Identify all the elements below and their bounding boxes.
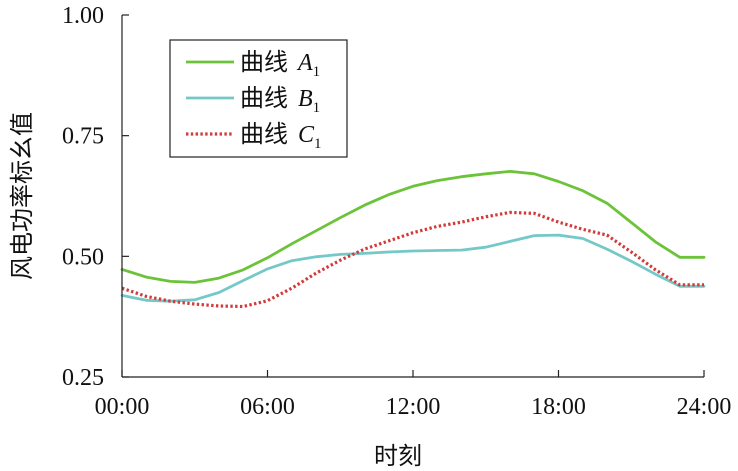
y-tick-label: 0.50 (62, 244, 104, 270)
y-tick-label: 0.75 (62, 124, 104, 150)
legend-label-a: 曲线 A1 (240, 49, 320, 80)
legend-label-b: 曲线 B1 (240, 85, 320, 116)
legend: 曲线 A1 曲线 B1 曲线 C1 (169, 39, 348, 158)
y-tick-label: 0.25 (62, 365, 104, 391)
x-tick-label: 24:00 (677, 394, 732, 420)
x-tick-label: 00:00 (95, 394, 150, 420)
y-tick-label: 1.00 (62, 3, 104, 29)
x-tick-label: 12:00 (386, 394, 441, 420)
series-line-a (120, 169, 706, 284)
x-tick-label: 06:00 (240, 394, 295, 420)
x-tick-label: 18:00 (531, 394, 586, 420)
x-axis-label: 时刻 (374, 443, 422, 470)
legend-label-c: 曲线 C1 (240, 121, 322, 152)
series-line-b (120, 233, 706, 303)
ticks: 00:00 06:00 12:00 18:00 24:00 0.25 0.50 0.75 1.0… (62, 3, 731, 420)
plot-lines (120, 169, 706, 309)
series-line-c (121, 210, 704, 309)
y-axis-label: 风电功率标幺值 (9, 112, 36, 280)
